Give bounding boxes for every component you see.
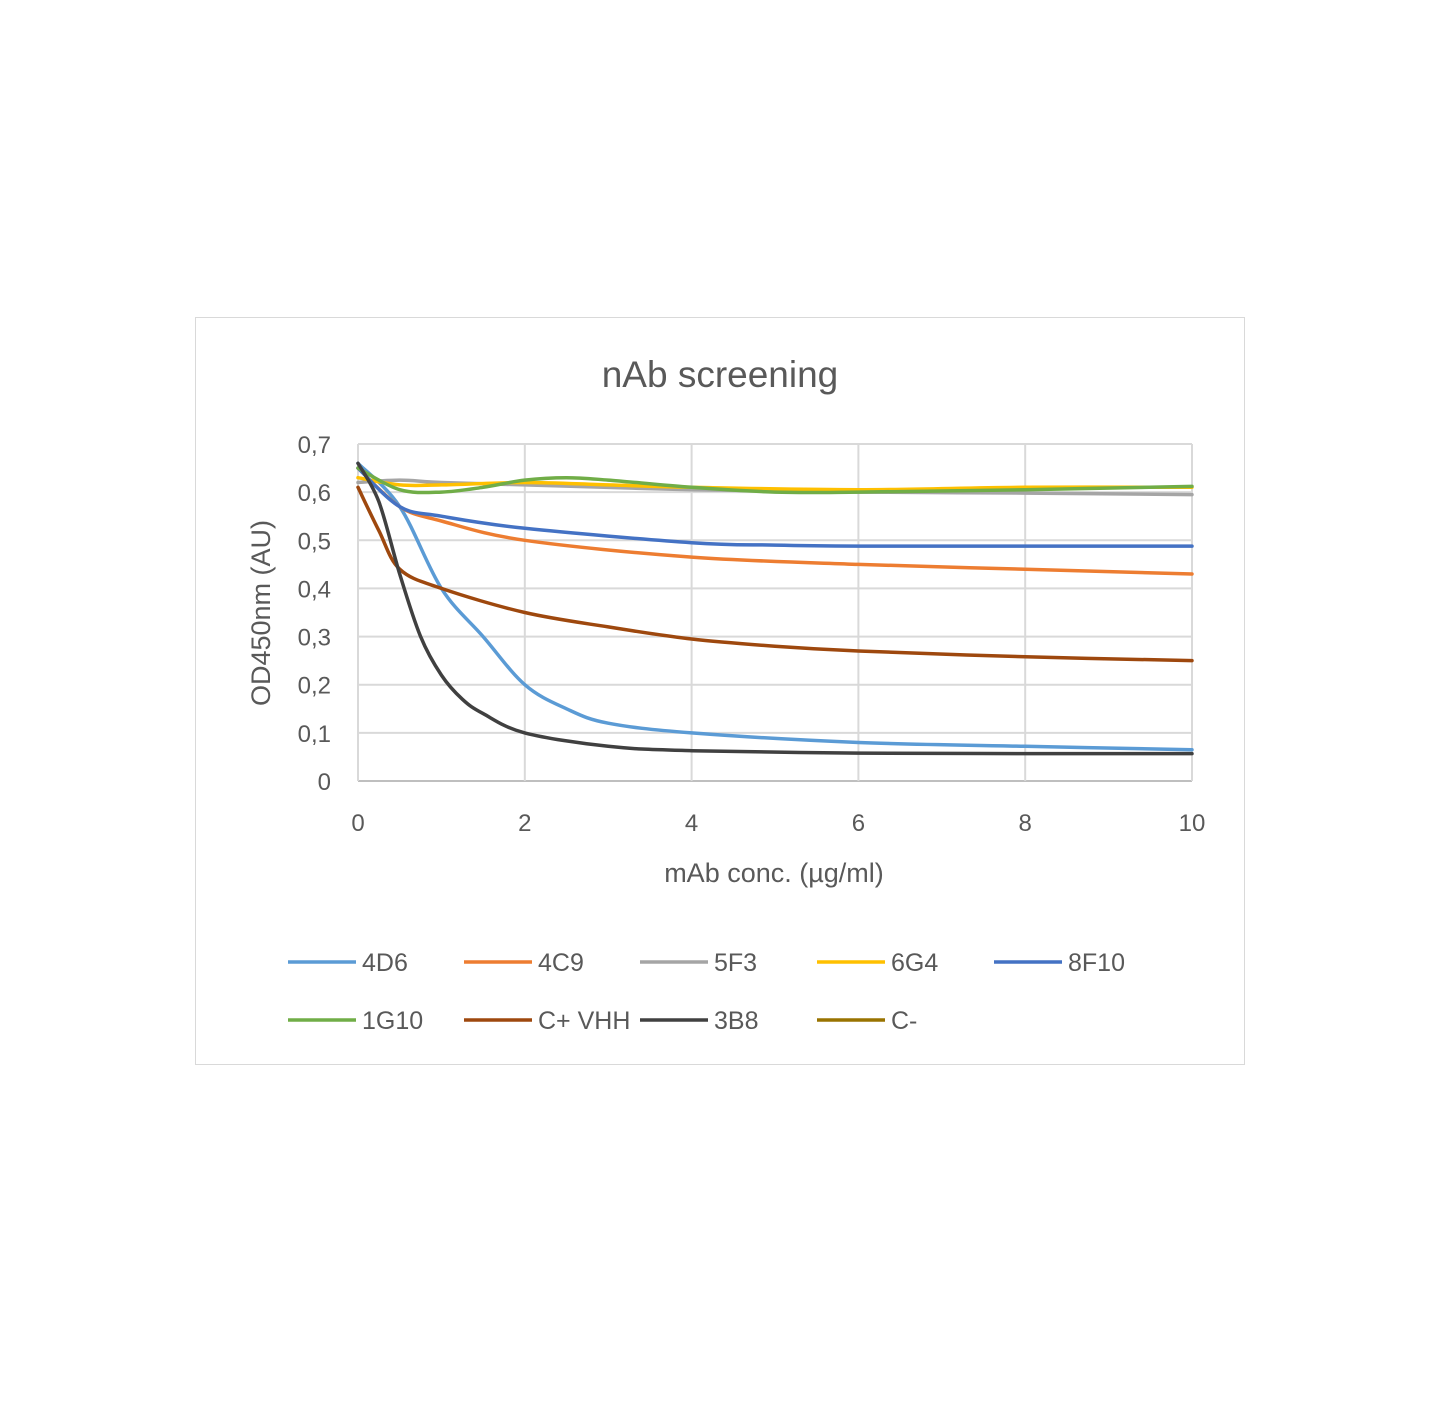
- y-axis-ticks: 0 0,1 0,2 0,3 0,4 0,5 0,6 0,7: [298, 432, 331, 796]
- series-line-6g4: [356, 475, 1194, 492]
- y-tick-label: 0,1: [298, 721, 331, 748]
- x-tick-label: 2: [518, 810, 531, 837]
- plot-series: [356, 461, 1194, 756]
- legend-item: C+ VHH: [464, 1007, 630, 1035]
- chart-area: [195, 317, 1245, 1065]
- legend: 4D6 4C9 5F3 6G4 8F10 1G10 C+ VHH 3B8 C-: [288, 949, 1125, 1035]
- legend-item: 5F3: [640, 949, 757, 977]
- x-tick-label: 6: [852, 810, 865, 837]
- x-axis-label: mAb conc. (µg/ml): [664, 858, 884, 888]
- y-tick-label: 0,4: [298, 576, 331, 603]
- legend-item: 1G10: [288, 1007, 423, 1035]
- legend-label: 5F3: [714, 949, 757, 977]
- y-tick-label: 0,6: [298, 480, 331, 507]
- legend-label: 4D6: [362, 949, 408, 977]
- y-tick-label: 0,3: [298, 625, 331, 652]
- series-line-4d6: [356, 461, 1194, 752]
- legend-item: 4D6: [288, 949, 408, 977]
- x-tick-label: 4: [685, 810, 698, 837]
- legend-label: 6G4: [891, 949, 938, 977]
- legend-label: 8F10: [1068, 949, 1125, 977]
- legend-label: C-: [891, 1007, 917, 1035]
- legend-label: 1G10: [362, 1007, 423, 1035]
- series-line-4c9: [356, 466, 1194, 576]
- chart-title: nAb screening: [602, 354, 839, 395]
- x-tick-label: 0: [351, 810, 364, 837]
- y-tick-label: 0,7: [298, 432, 331, 459]
- x-axis-ticks: 0 2 4 6 8 10: [351, 810, 1205, 837]
- x-tick-label: 10: [1179, 810, 1206, 837]
- legend-item: 8F10: [994, 949, 1125, 977]
- x-tick-label: 8: [1019, 810, 1032, 837]
- legend-item: C-: [817, 1007, 917, 1035]
- legend-label: 3B8: [714, 1007, 758, 1035]
- legend-item: 3B8: [640, 1007, 758, 1035]
- series-line-1g10: [356, 466, 1194, 495]
- series-line-3b8: [356, 461, 1194, 756]
- y-axis-label: OD450nm (AU): [246, 520, 276, 706]
- legend-label: C+ VHH: [538, 1007, 630, 1035]
- series-line-8f10: [356, 466, 1194, 548]
- legend-label: 4C9: [538, 949, 584, 977]
- y-tick-label: 0,2: [298, 673, 331, 700]
- legend-item: 4C9: [464, 949, 584, 977]
- series-line-5f3: [356, 478, 1194, 497]
- legend-item: 6G4: [817, 949, 938, 977]
- y-tick-label: 0: [318, 769, 331, 796]
- y-tick-label: 0,5: [298, 528, 331, 555]
